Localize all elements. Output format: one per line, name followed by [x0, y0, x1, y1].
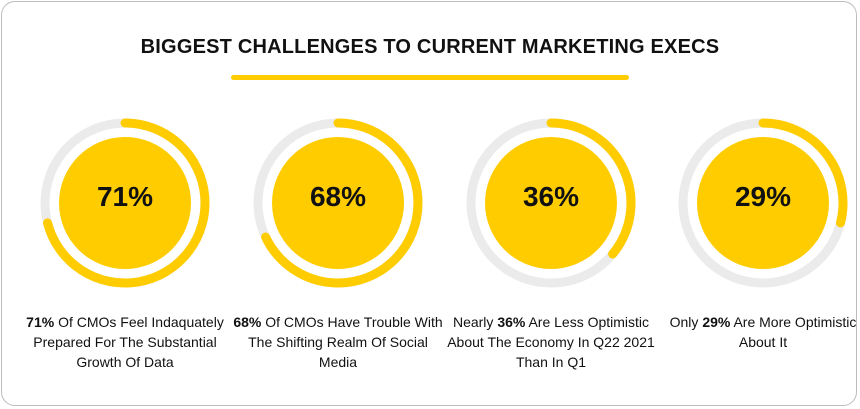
desc-highlight: 36%: [497, 314, 526, 330]
value-disc: [697, 137, 829, 269]
value-disc: [59, 137, 191, 269]
stat-description: Only 29% Are More Optimistic About It: [658, 312, 860, 352]
percent-value: 36%: [522, 181, 580, 212]
desc-highlight: 29%: [702, 314, 731, 330]
desc-text: Of CMOs Have Trouble With The Shifting R…: [248, 314, 443, 370]
ring-arc: [261, 118, 423, 288]
desc-highlight: 71%: [26, 314, 55, 330]
desc-prefix: Only: [669, 314, 703, 330]
title-underline: [231, 75, 629, 80]
percent-value: 29%: [734, 181, 792, 212]
ring-arc: [546, 118, 636, 259]
stat-card: 29% Only 29% Are More Optimistic About I…: [668, 110, 858, 400]
stat-description: 68% Of CMOs Have Trouble With The Shifti…: [233, 312, 443, 372]
donut-ring: [466, 118, 636, 288]
stat-card: 68% 68% Of CMOs Have Trouble With The Sh…: [233, 110, 443, 400]
percent-value: 68%: [309, 181, 367, 212]
desc-highlight: 68%: [233, 314, 262, 330]
desc-text: Are Less Optimistic About The Economy In…: [447, 314, 655, 370]
value-disc: [272, 137, 404, 269]
ring-arc: [43, 118, 210, 288]
desc-text: Are More Optimistic About It: [730, 314, 857, 350]
percent-value: 71%: [96, 181, 154, 212]
chart-title: BIGGEST CHALLENGES TO CURRENT MARKETING …: [140, 36, 720, 58]
desc-text: Of CMOs Feel Indaquately Prepared For Th…: [33, 314, 224, 370]
donut-ring: [678, 118, 848, 288]
ring-arc: [758, 118, 848, 228]
value-disc: [485, 137, 617, 269]
donut-ring: [253, 118, 423, 288]
stat-description: Nearly 36% Are Less Optimistic About The…: [446, 312, 656, 372]
donut-ring: [40, 118, 210, 288]
stat-card: 36% Nearly 36% Are Less Optimistic About…: [447, 110, 655, 400]
stat-description: 71% Of CMOs Feel Indaquately Prepared Fo…: [20, 312, 230, 372]
desc-prefix: Nearly: [452, 314, 498, 330]
stat-card: 71% 71% Of CMOs Feel Indaquately Prepare…: [26, 110, 224, 400]
